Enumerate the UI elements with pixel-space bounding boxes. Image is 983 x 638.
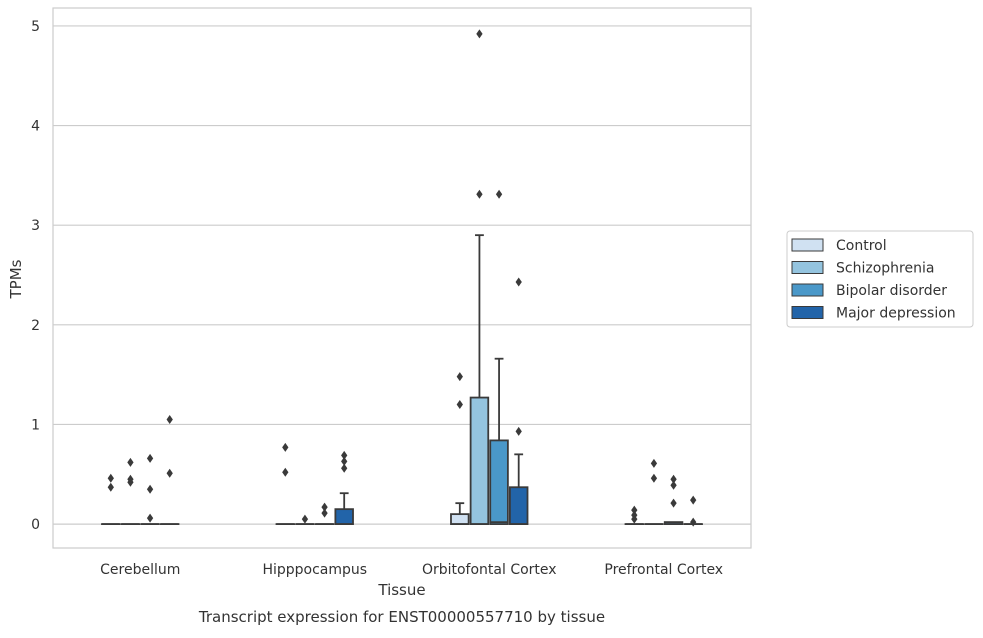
box-0-1 [122, 458, 140, 524]
plot-frame [53, 8, 751, 548]
outlier-point [516, 427, 522, 436]
legend-swatch [792, 284, 823, 296]
axis-layer: 0 1 2 3 4 5 Cerebellum Hipppocampus Orbitofontal… [31, 19, 723, 578]
chart-caption: Transcript expression for ENST0000055771… [198, 608, 605, 626]
box-3-2 [665, 475, 683, 524]
outlier-point [282, 443, 288, 452]
outlier-point [167, 415, 173, 424]
outlier-point [457, 400, 463, 409]
box-0-2 [141, 454, 159, 524]
outlier-point [321, 509, 327, 518]
box-3-1 [645, 459, 663, 524]
outlier-point [690, 518, 696, 527]
outlier-point [496, 190, 502, 199]
legend-swatch [792, 262, 823, 274]
legend-swatch [792, 239, 823, 251]
y-axis-label: TPMs [7, 259, 25, 299]
outlier-point [147, 454, 153, 463]
box-2-0 [451, 372, 469, 524]
box-3-0 [625, 506, 643, 524]
x-axis-label: Tissue [377, 581, 425, 599]
outlier-point [127, 458, 133, 467]
box-2-1 [471, 29, 489, 524]
outlier-point [476, 29, 482, 38]
box-2-3 [510, 277, 528, 524]
outlier-point [302, 515, 308, 524]
outlier-point [516, 277, 522, 286]
legend-swatch [792, 307, 823, 319]
outlier-point [476, 190, 482, 199]
y-tick-label: 0 [31, 517, 40, 533]
y-tick-label: 3 [31, 218, 40, 234]
outlier-point [147, 514, 153, 523]
outlier-point [651, 459, 657, 468]
box-3-3 [684, 496, 702, 527]
outlier-point [651, 474, 657, 483]
box-layer [102, 29, 702, 526]
outlier-point [108, 483, 114, 492]
box-body [510, 487, 528, 524]
y-tick-label: 2 [31, 318, 40, 334]
y-tick-label: 5 [31, 19, 40, 35]
box-body [335, 509, 353, 524]
box-body [451, 514, 469, 524]
box-0-0 [102, 474, 120, 524]
outlier-point [282, 468, 288, 477]
x-tick-label: Hipppocampus [262, 562, 367, 578]
legend: Control Schizophrenia Bipolar disorder Majo… [787, 231, 973, 327]
y-tick-label: 4 [31, 119, 40, 135]
box-body [490, 440, 508, 524]
outlier-point [108, 474, 114, 483]
legend-item-label: Major depression [836, 306, 956, 322]
x-tick-label: Cerebellum [100, 562, 180, 578]
outlier-point [670, 499, 676, 508]
legend-item-label: Bipolar disorder [836, 283, 947, 299]
outlier-point [457, 372, 463, 381]
x-tick-label: Prefrontal Cortex [604, 562, 723, 578]
outlier-point [341, 464, 347, 473]
legend-item-label: Schizophrenia [836, 261, 934, 277]
outlier-point [670, 481, 676, 490]
grid-layer [53, 26, 751, 524]
box-1-3 [335, 451, 353, 524]
box-2-2 [490, 190, 508, 524]
x-tick-label: Orbitofontal Cortex [422, 562, 557, 578]
box-1-1 [296, 515, 314, 524]
box-body [471, 398, 489, 525]
outlier-point [167, 469, 173, 478]
outlier-point [147, 485, 153, 494]
outlier-point [690, 496, 696, 505]
box-1-2 [316, 503, 334, 524]
legend-item-label: Control [836, 238, 887, 254]
box-1-0 [276, 443, 294, 524]
y-tick-label: 1 [31, 417, 40, 433]
box-0-3 [161, 415, 179, 524]
